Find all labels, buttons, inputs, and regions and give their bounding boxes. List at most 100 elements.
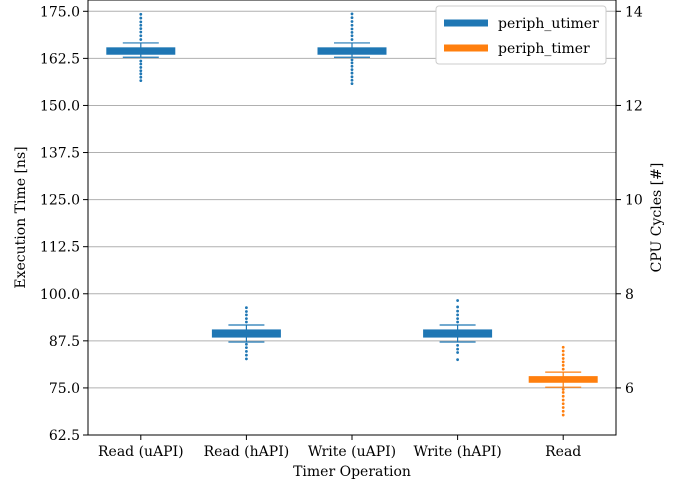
outlier-point bbox=[456, 313, 459, 317]
y-tick-label: 150.0 bbox=[40, 98, 80, 114]
outlier-point bbox=[561, 402, 565, 406]
box-4 bbox=[528, 345, 598, 417]
outlier-point bbox=[245, 320, 248, 324]
outlier-point bbox=[456, 358, 459, 362]
y-tick-label: 112.5 bbox=[40, 240, 80, 256]
outlier-point bbox=[245, 353, 248, 357]
grid-lines bbox=[88, 10, 616, 436]
outlier-point bbox=[350, 75, 354, 79]
y-tick-label: 125.0 bbox=[40, 193, 80, 209]
outlier-point bbox=[245, 310, 248, 313]
outlier-point bbox=[561, 363, 565, 367]
outlier-point bbox=[561, 406, 565, 409]
outlier-point bbox=[561, 345, 565, 349]
outlier-point bbox=[139, 79, 143, 82]
outlier-point bbox=[456, 343, 459, 347]
legend-label: periph_timer bbox=[498, 41, 590, 57]
outlier-point bbox=[245, 357, 248, 361]
x-tick-label: Read (hAPI) bbox=[204, 444, 290, 460]
y-tick-label: 175.0 bbox=[40, 4, 80, 20]
outlier-point bbox=[245, 349, 248, 353]
y2-tick-label: 6 bbox=[625, 381, 634, 397]
y2-tick-label: 10 bbox=[625, 193, 643, 209]
outlier-point bbox=[350, 34, 354, 38]
outlier-point bbox=[139, 12, 143, 16]
x-tick-label: Write (uAPI) bbox=[308, 444, 396, 460]
outlier-point bbox=[139, 34, 143, 38]
outlier-point bbox=[456, 351, 459, 354]
outlier-point bbox=[350, 64, 354, 68]
x-tick-label: Write (hAPI) bbox=[413, 444, 501, 460]
outlier-point bbox=[139, 27, 143, 31]
legend: periph_utimer periph_timer bbox=[435, 5, 607, 65]
outlier-point bbox=[561, 413, 565, 417]
outlier-point bbox=[350, 78, 354, 82]
y-tick-label: 75.0 bbox=[49, 381, 80, 397]
outlier-point bbox=[139, 62, 143, 66]
outlier-point bbox=[456, 317, 459, 321]
outlier-point bbox=[350, 12, 354, 16]
outlier-point bbox=[245, 317, 248, 321]
outlier-point bbox=[350, 71, 354, 75]
y-tick-label: 87.5 bbox=[49, 334, 80, 350]
outlier-point bbox=[245, 306, 248, 310]
outlier-point bbox=[561, 394, 565, 398]
y2-axis-title: CPU Cycles [#] bbox=[649, 163, 665, 273]
outlier-point bbox=[456, 305, 459, 309]
outlier-point bbox=[561, 357, 565, 360]
box-1 bbox=[211, 306, 281, 361]
outlier-point bbox=[456, 347, 459, 351]
outlier-point bbox=[139, 38, 143, 41]
outlier-point bbox=[456, 309, 459, 313]
outlier-point bbox=[350, 30, 354, 34]
box-3 bbox=[423, 299, 493, 362]
outlier-point bbox=[139, 69, 143, 73]
axes: 62.5 75.0 87.5 100.0 112.5 125.0 137.5 150.0 162… bbox=[13, 4, 665, 480]
outlier-point bbox=[350, 58, 354, 62]
outlier-point bbox=[561, 349, 565, 353]
y2-tick-label: 12 bbox=[625, 98, 643, 114]
outlier-point bbox=[350, 82, 354, 86]
y-tick-label: 137.5 bbox=[40, 146, 80, 162]
y2-tick-label: 14 bbox=[625, 4, 643, 20]
y2-tick-label: 8 bbox=[625, 287, 634, 303]
x-tick-label: Read bbox=[545, 444, 581, 460]
outlier-point bbox=[350, 61, 354, 65]
outlier-point bbox=[561, 391, 565, 394]
outlier-point bbox=[245, 342, 248, 346]
outlier-point bbox=[561, 360, 565, 364]
outlier-point bbox=[561, 398, 565, 402]
outlier-point bbox=[456, 320, 459, 324]
box-2 bbox=[317, 12, 387, 86]
outlier-point bbox=[350, 68, 354, 72]
outlier-point bbox=[139, 23, 143, 27]
outlier-point bbox=[561, 367, 565, 371]
outlier-point bbox=[561, 388, 565, 391]
legend-label: periph_utimer bbox=[498, 16, 599, 32]
outlier-point bbox=[139, 20, 143, 24]
outlier-point bbox=[139, 30, 143, 34]
y-axis-title: Execution Time [ns] bbox=[13, 146, 29, 288]
outlier-point bbox=[350, 23, 354, 27]
outlier-point bbox=[245, 313, 248, 317]
y-tick-label: 162.5 bbox=[40, 51, 80, 67]
x-tick-label: Read (uAPI) bbox=[98, 444, 184, 460]
outlier-point bbox=[561, 353, 565, 357]
outlier-point bbox=[350, 27, 354, 31]
outlier-point bbox=[245, 346, 248, 350]
outlier-point bbox=[350, 16, 354, 20]
outlier-point bbox=[139, 59, 143, 63]
plot-marks bbox=[106, 12, 598, 417]
y-tick-label: 62.5 bbox=[49, 428, 80, 444]
outlier-point bbox=[139, 75, 143, 79]
x-axis-title: Timer Operation bbox=[293, 464, 411, 480]
outlier-point bbox=[350, 20, 354, 23]
outlier-point bbox=[561, 409, 565, 413]
outlier-point bbox=[139, 66, 143, 69]
outlier-point bbox=[350, 38, 354, 41]
box-0 bbox=[106, 12, 176, 82]
y-tick-label: 100.0 bbox=[40, 287, 80, 303]
outlier-point bbox=[139, 16, 143, 20]
outlier-point bbox=[456, 299, 459, 302]
